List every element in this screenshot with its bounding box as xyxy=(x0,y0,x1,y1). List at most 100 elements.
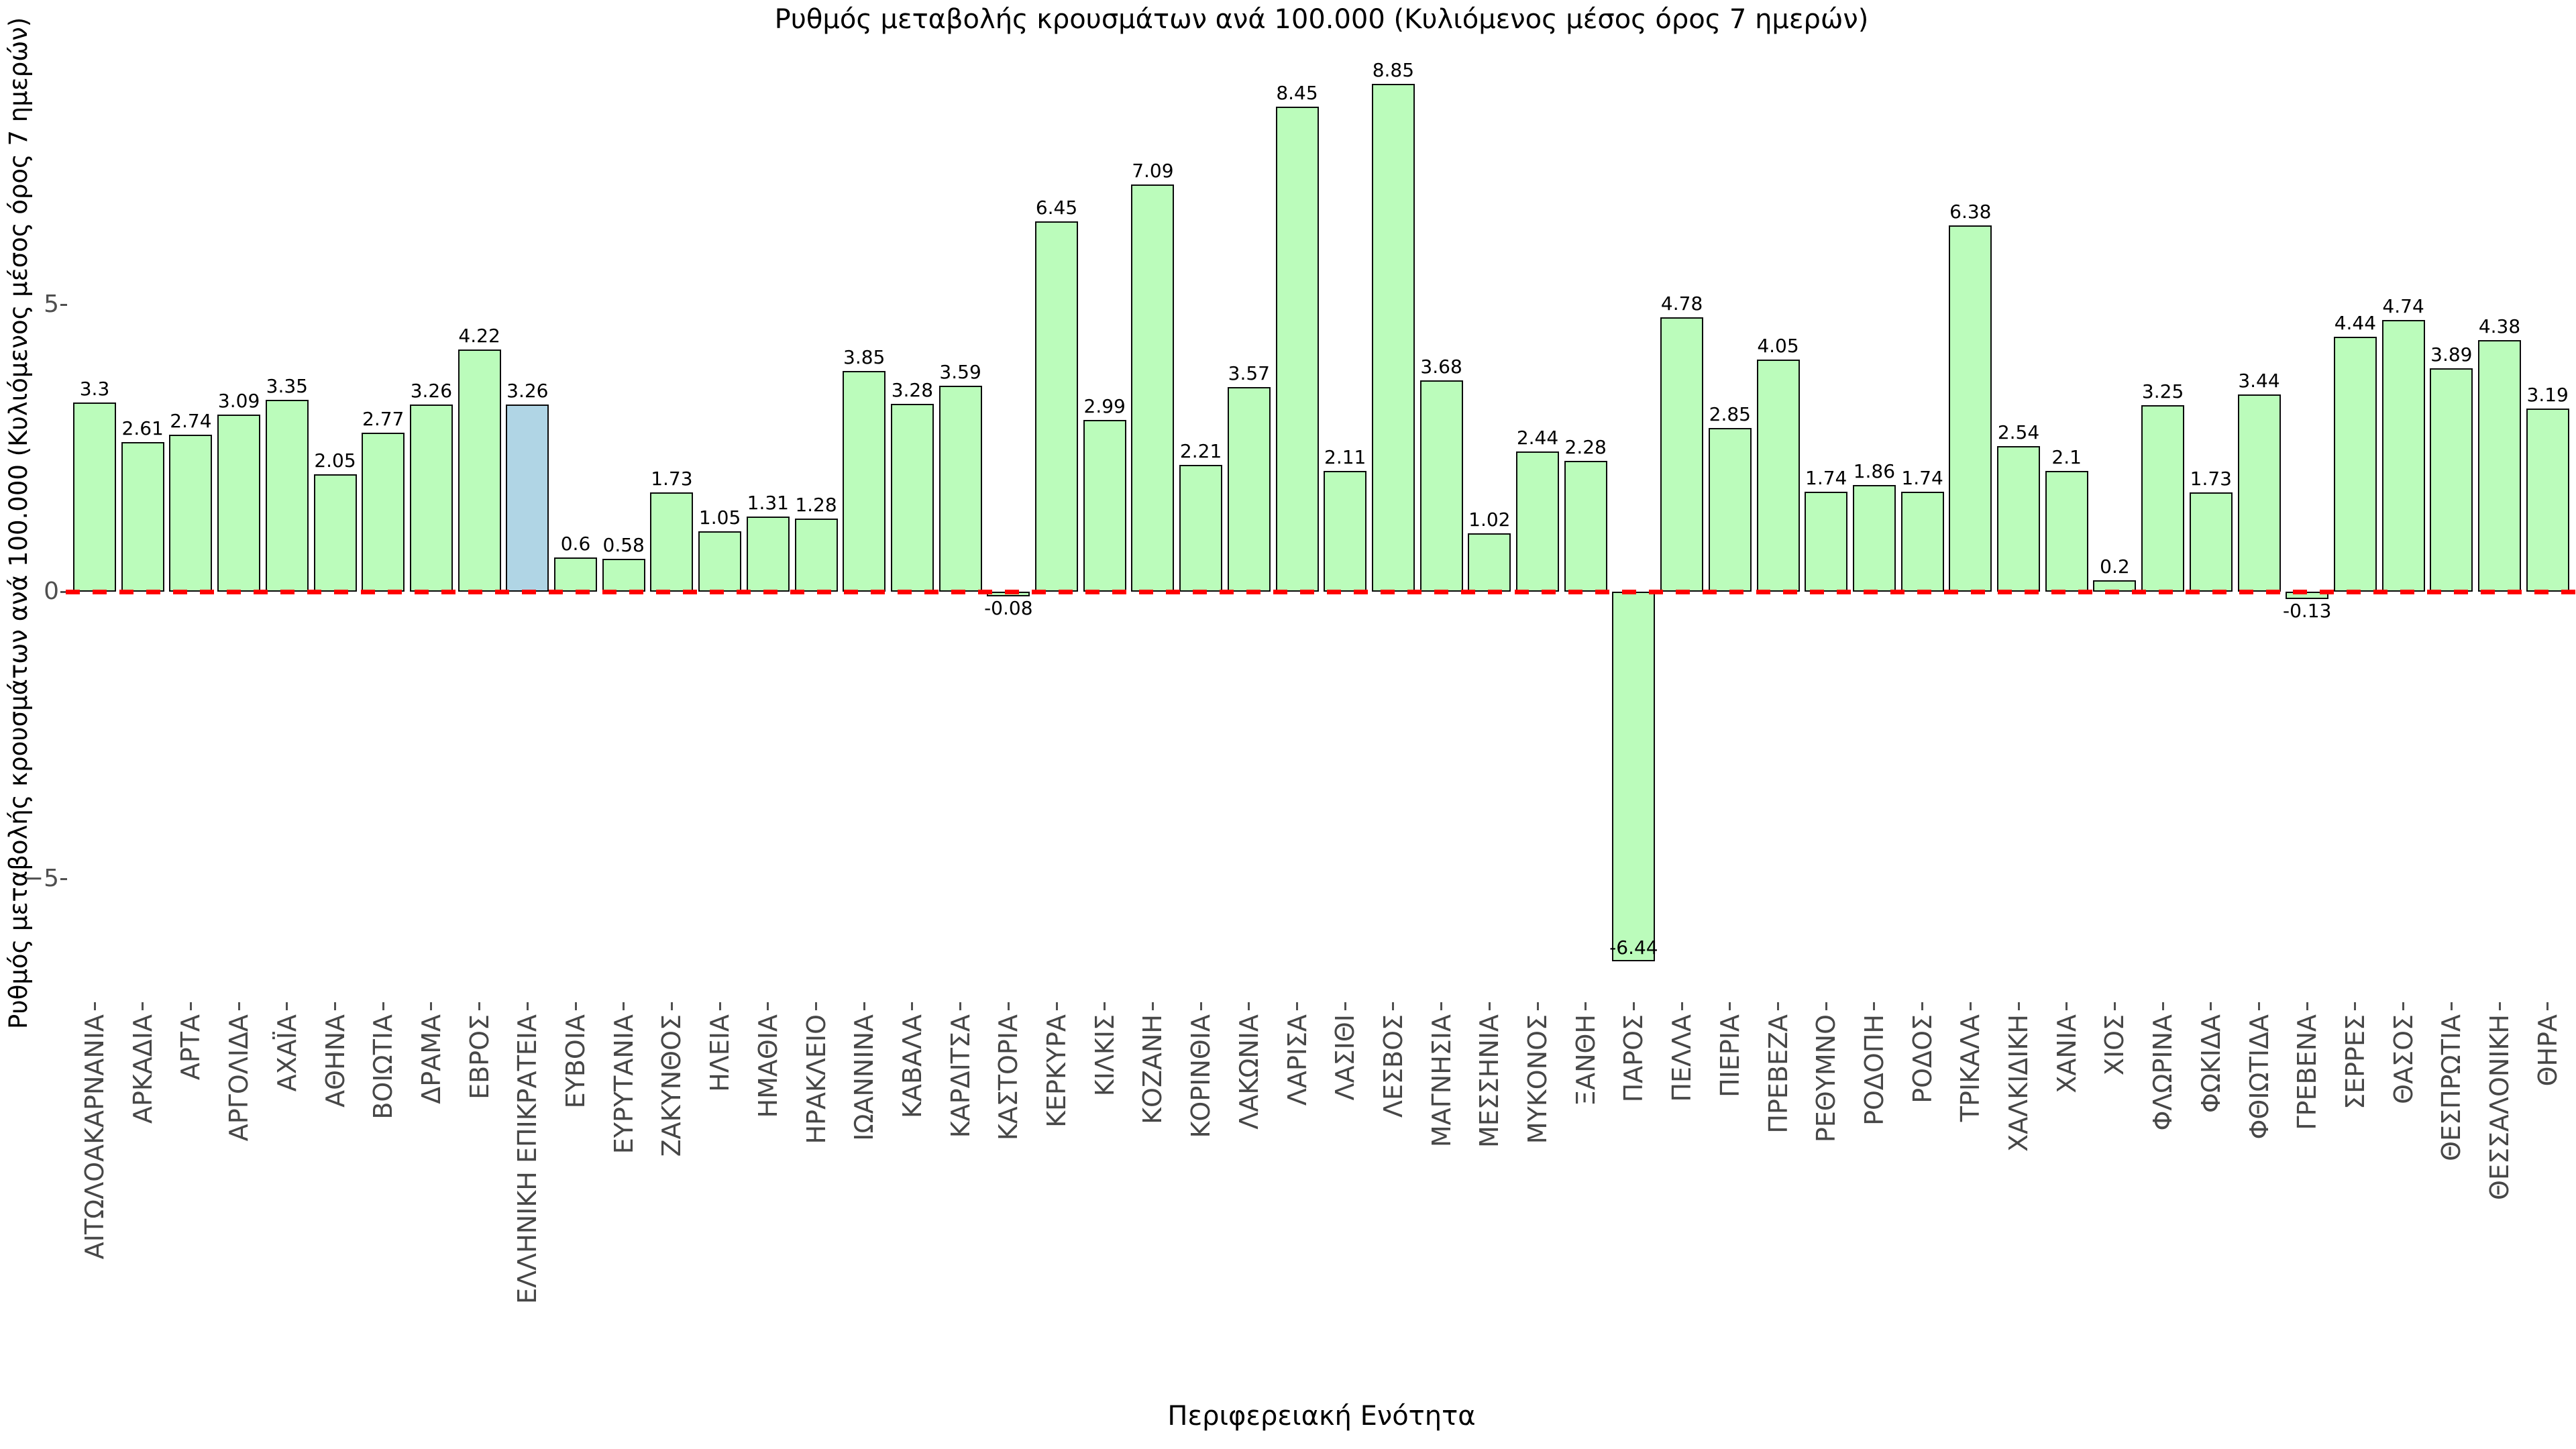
category-label-ΚΙΛΚΙΣ: ΚΙΛΚΙΣ xyxy=(1089,1014,1120,1097)
bar-value-label-ΕΒΡΟΣ: 4.22 xyxy=(458,325,500,347)
bar-value-label-ΚΟΖΑΝΗ: 7.09 xyxy=(1132,160,1174,182)
category-label-ΘΕΣΠΡΩΤΙΑ: ΘΕΣΠΡΩΤΙΑ xyxy=(2436,1014,2467,1161)
bar-ΚΕΡΚΥΡΑ xyxy=(1035,221,1078,592)
bar-value-label-ΗΛΕΙΑ: 1.05 xyxy=(698,506,741,529)
bar-value-label-ΘΕΣΣΑΛΟΝΙΚΗ: 4.38 xyxy=(2478,315,2521,338)
bar-value-label-ΘΕΣΠΡΩΤΙΑ: 3.89 xyxy=(2430,343,2473,366)
bar-value-label-ΚΟΡΙΝΘΙΑ: 2.21 xyxy=(1179,440,1222,463)
bar-ΑΙΤΩΛΟΑΚΑΡΝΑΝΙΑ xyxy=(73,402,116,592)
bar-value-label-ΑΘΗΝΑ: 2.05 xyxy=(314,449,356,472)
bar-value-label-ΘΗΡΑ: 3.19 xyxy=(2526,384,2569,407)
x-tick-ΒΟΙΩΤΙΑ xyxy=(382,1002,384,1010)
bar-value-label-ΚΑΒΑΛΑ: 3.28 xyxy=(891,378,934,401)
bar-ΕΒΡΟΣ xyxy=(458,350,501,592)
bar-ΛΑΚΩΝΙΑ xyxy=(1227,386,1271,592)
bar-value-label-ΣΕΡΡΕΣ: 4.44 xyxy=(2334,312,2377,335)
x-tick-ΑΧΑΪΑ xyxy=(286,1002,288,1010)
x-tick-ΜΥΚΟΝΟΣ xyxy=(1536,1002,1539,1010)
category-label-ΖΑΚΥΝΘΟΣ: ΖΑΚΥΝΘΟΣ xyxy=(657,1014,687,1157)
x-tick-ΕΒΡΟΣ xyxy=(478,1002,481,1010)
category-label-ΙΩΑΝΝΙΝΑ: ΙΩΑΝΝΙΝΑ xyxy=(849,1014,879,1141)
x-tick-ΠΙΕΡΙΑ xyxy=(1729,1002,1731,1010)
bar-ΑΡΤΑ xyxy=(169,434,213,592)
category-label-ΑΘΗΝΑ: ΑΘΗΝΑ xyxy=(320,1014,350,1108)
bar-value-label-ΠΕΛΛΑ: 4.78 xyxy=(1660,292,1703,315)
bar-ΑΡΚΑΔΙΑ xyxy=(121,441,164,592)
bar-value-label-ΤΡΙΚΑΛΑ: 6.38 xyxy=(1949,201,1992,223)
category-label-ΜΕΣΣΗΝΙΑ: ΜΕΣΣΗΝΙΑ xyxy=(1474,1014,1505,1148)
category-label-ΕΥΒΟΙΑ: ΕΥΒΟΙΑ xyxy=(561,1014,590,1109)
bar-value-label-ΡΕΘΥΜΝΟ: 1.74 xyxy=(1805,467,1847,490)
category-label-ΑΡΤΑ: ΑΡΤΑ xyxy=(176,1014,206,1081)
bar-value-label-ΕΛΛΗΝΙΚΗ ΕΠΙΚΡΑΤΕΙΑ: 3.26 xyxy=(506,380,549,402)
chart-title: Ρυθμός μεταβολής κρουσμάτων ανά 100.000 … xyxy=(774,4,1869,35)
x-tick-ΜΕΣΣΗΝΙΑ xyxy=(1488,1002,1491,1010)
x-tick-ΠΑΡΟΣ xyxy=(1632,1002,1635,1010)
bar-value-label-ΑΡΓΟΛΙΔΑ: 3.09 xyxy=(217,389,260,412)
bar-ΘΑΣΟΣ xyxy=(2381,319,2425,592)
bar-value-label-ΠΡΕΒΕΖΑ: 4.05 xyxy=(1757,334,1799,357)
x-tick-ΧΑΛΚΙΔΙΚΗ xyxy=(2017,1002,2020,1010)
x-tick-ΕΛΛΗΝΙΚΗ ΕΠΙΚΡΑΤΕΙΑ xyxy=(526,1002,529,1010)
x-tick-ΡΟΔΟΠΗ xyxy=(1873,1002,1876,1010)
bar-value-label-ΑΡΤΑ: 2.74 xyxy=(170,409,212,432)
category-label-ΚΑΣΤΟΡΙΑ: ΚΑΣΤΟΡΙΑ xyxy=(994,1014,1024,1141)
x-tick-ΘΕΣΣΑΛΟΝΙΚΗ xyxy=(2498,1002,2501,1010)
bar-ΚΑΡΔΙΤΣΑ xyxy=(938,385,982,592)
bar-ΤΡΙΚΑΛΑ xyxy=(1949,225,1992,592)
x-tick-ΑΙΤΩΛΟΑΚΑΡΝΑΝΙΑ xyxy=(93,1002,96,1010)
bar-value-label-ΜΑΓΝΗΣΙΑ: 3.68 xyxy=(1420,356,1462,378)
bar-ΗΡΑΚΛΕΙΟ xyxy=(794,518,838,592)
bar-value-label-ΛΑΚΩΝΙΑ: 3.57 xyxy=(1228,362,1270,384)
x-tick-ΔΡΑΜΑ xyxy=(430,1002,433,1010)
category-label-ΡΟΔΟΣ: ΡΟΔΟΣ xyxy=(1907,1014,1937,1104)
category-label-ΦΘΙΩΤΙΔΑ: ΦΘΙΩΤΙΔΑ xyxy=(2244,1014,2274,1140)
bar-ΜΑΓΝΗΣΙΑ xyxy=(1419,380,1463,592)
category-label-ΚΑΡΔΙΤΣΑ: ΚΑΡΔΙΤΣΑ xyxy=(945,1014,975,1138)
bar-ΖΑΚΥΝΘΟΣ xyxy=(650,492,694,592)
zero-dashed-line xyxy=(66,589,2576,594)
x-tick-ΛΑΣΙΘΙ xyxy=(1344,1002,1346,1010)
x-tick-ΤΡΙΚΑΛΑ xyxy=(1969,1002,1972,1010)
category-label-ΛΑΡΙΣΑ: ΛΑΡΙΣΑ xyxy=(1282,1014,1312,1106)
x-tick-ΕΥΒΟΙΑ xyxy=(574,1002,577,1010)
bar-value-label-ΦΛΩΡΙΝΑ: 3.25 xyxy=(2141,380,2184,403)
x-tick-ΞΑΝΘΗ xyxy=(1585,1002,1587,1010)
bar-value-label-ΓΡΕΒΕΝΑ: -0.13 xyxy=(2282,600,2332,623)
bar-ΡΕΘΥΜΝΟ xyxy=(1805,492,1848,592)
bar-ΗΜΑΘΙΑ xyxy=(746,517,790,592)
category-label-ΜΑΓΝΗΣΙΑ: ΜΑΓΝΗΣΙΑ xyxy=(1426,1014,1456,1148)
x-tick-ΡΟΔΟΣ xyxy=(1921,1002,1924,1010)
x-tick-ΘΕΣΠΡΩΤΙΑ xyxy=(2450,1002,2453,1010)
bar-ΡΟΔΟΣ xyxy=(1900,492,1944,592)
y-tick-mark-5 xyxy=(60,303,67,306)
bar-value-label-ΡΟΔΟΠΗ: 1.86 xyxy=(1853,460,1896,483)
y-tick-label-−5: −5 xyxy=(23,865,59,893)
category-label-ΠΡΕΒΕΖΑ: ΠΡΕΒΕΖΑ xyxy=(1763,1014,1793,1134)
category-label-ΕΒΡΟΣ: ΕΒΡΟΣ xyxy=(464,1014,494,1099)
x-tick-ΛΕΣΒΟΣ xyxy=(1392,1002,1395,1010)
bar-ΦΛΩΡΙΝΑ xyxy=(2141,405,2185,592)
category-label-ΔΡΑΜΑ: ΔΡΑΜΑ xyxy=(416,1014,446,1104)
category-label-ΠΑΡΟΣ: ΠΑΡΟΣ xyxy=(1619,1014,1649,1103)
plot-area: 3.3 2.61 2.74 3.09 3.35 2.05 2.77 3.26 4.22 3.26 0… xyxy=(67,44,2576,1002)
category-label-ΑΡΚΑΔΙΑ: ΑΡΚΑΔΙΑ xyxy=(127,1014,158,1124)
x-tick-ΓΡΕΒΕΝΑ xyxy=(2306,1002,2308,1010)
bar-ΣΕΡΡΕΣ xyxy=(2333,337,2377,592)
bar-ΜΥΚΟΝΟΣ xyxy=(1516,451,1559,592)
x-tick-ΣΕΡΡΕΣ xyxy=(2354,1002,2357,1010)
bar-ΠΑΡΟΣ xyxy=(1612,592,1656,962)
bar-ΑΧΑΪΑ xyxy=(265,399,309,592)
category-label-ΛΑΚΩΝΙΑ: ΛΑΚΩΝΙΑ xyxy=(1234,1014,1264,1130)
x-tick-ΚΟΡΙΝΘΙΑ xyxy=(1199,1002,1202,1010)
category-label-ΤΡΙΚΑΛΑ: ΤΡΙΚΑΛΑ xyxy=(1955,1014,1986,1122)
category-label-ΘΗΡΑ: ΘΗΡΑ xyxy=(2532,1014,2563,1087)
bar-ΕΥΒΟΙΑ xyxy=(554,557,597,592)
bar-value-label-ΘΑΣΟΣ: 4.74 xyxy=(2382,294,2424,317)
category-label-ΧΙΟΣ: ΧΙΟΣ xyxy=(2100,1014,2130,1076)
x-tick-ΧΙΟΣ xyxy=(2113,1002,2116,1010)
category-label-ΗΡΑΚΛΕΙΟ: ΗΡΑΚΛΕΙΟ xyxy=(801,1014,831,1144)
category-label-ΚΟΖΑΝΗ: ΚΟΖΑΝΗ xyxy=(1138,1014,1168,1124)
bar-ΧΑΛΚΙΔΙΚΗ xyxy=(1997,445,2040,592)
